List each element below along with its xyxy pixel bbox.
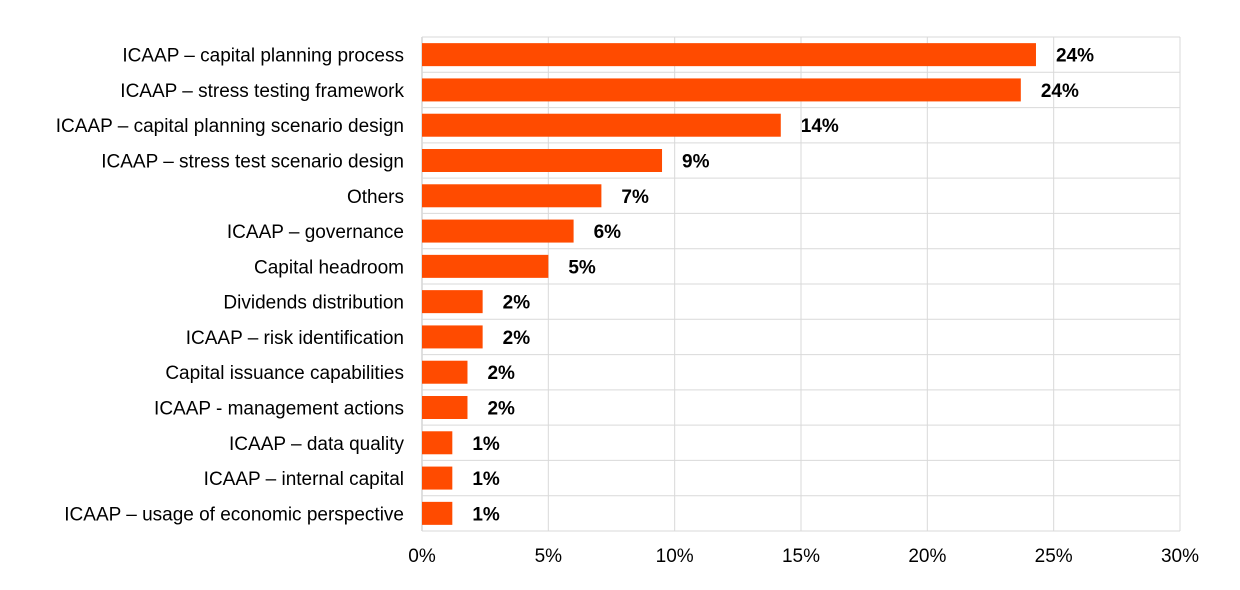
value-label: 24% xyxy=(1056,46,1094,67)
value-label: 2% xyxy=(503,328,531,349)
category-label: ICAAP – capital planning process xyxy=(122,46,404,67)
value-label: 24% xyxy=(1041,81,1079,102)
bar xyxy=(422,431,452,454)
value-label: 2% xyxy=(487,363,515,384)
bar xyxy=(422,502,452,525)
bar xyxy=(422,361,467,384)
bar xyxy=(422,43,1036,66)
x-tick-label: 10% xyxy=(656,546,694,567)
value-label: 5% xyxy=(568,257,596,278)
value-label: 1% xyxy=(472,504,500,525)
bar xyxy=(422,255,548,278)
x-tick-label: 25% xyxy=(1035,546,1073,567)
bar xyxy=(422,149,662,172)
category-label: ICAAP – data quality xyxy=(229,434,404,455)
category-label: ICAAP - management actions xyxy=(154,399,404,420)
x-tick-label: 5% xyxy=(535,546,563,567)
grid-layer xyxy=(422,37,1180,531)
value-label: 9% xyxy=(682,152,710,173)
value-label: 1% xyxy=(472,434,500,455)
category-label: ICAAP – risk identification xyxy=(186,328,404,349)
bar xyxy=(422,78,1021,101)
category-label: Capital issuance capabilities xyxy=(165,363,404,384)
value-label: 2% xyxy=(487,399,515,420)
x-tick-label: 20% xyxy=(908,546,946,567)
bar xyxy=(422,396,467,419)
value-label: 2% xyxy=(503,293,531,314)
value-label: 7% xyxy=(621,187,649,208)
value-label: 14% xyxy=(801,116,839,137)
category-label: Dividends distribution xyxy=(223,293,404,314)
x-tick-label: 0% xyxy=(408,546,436,567)
category-label: Others xyxy=(347,187,404,208)
bar xyxy=(422,467,452,490)
category-label: ICAAP – capital planning scenario design xyxy=(56,116,404,137)
x-tick-label: 15% xyxy=(782,546,820,567)
bar xyxy=(422,184,601,207)
category-label: ICAAP – stress testing framework xyxy=(120,81,404,102)
bar xyxy=(422,325,483,348)
category-label: Capital headroom xyxy=(254,257,404,278)
bar xyxy=(422,220,574,243)
bar xyxy=(422,290,483,313)
category-label: ICAAP – internal capital xyxy=(204,469,404,490)
x-tick-label: 30% xyxy=(1161,546,1199,567)
category-label: ICAAP – stress test scenario design xyxy=(101,152,404,173)
bar xyxy=(422,114,781,137)
category-label: ICAAP – usage of economic perspective xyxy=(64,504,404,525)
value-label: 1% xyxy=(472,469,500,490)
category-label: ICAAP – governance xyxy=(227,222,404,243)
value-label: 6% xyxy=(594,222,622,243)
